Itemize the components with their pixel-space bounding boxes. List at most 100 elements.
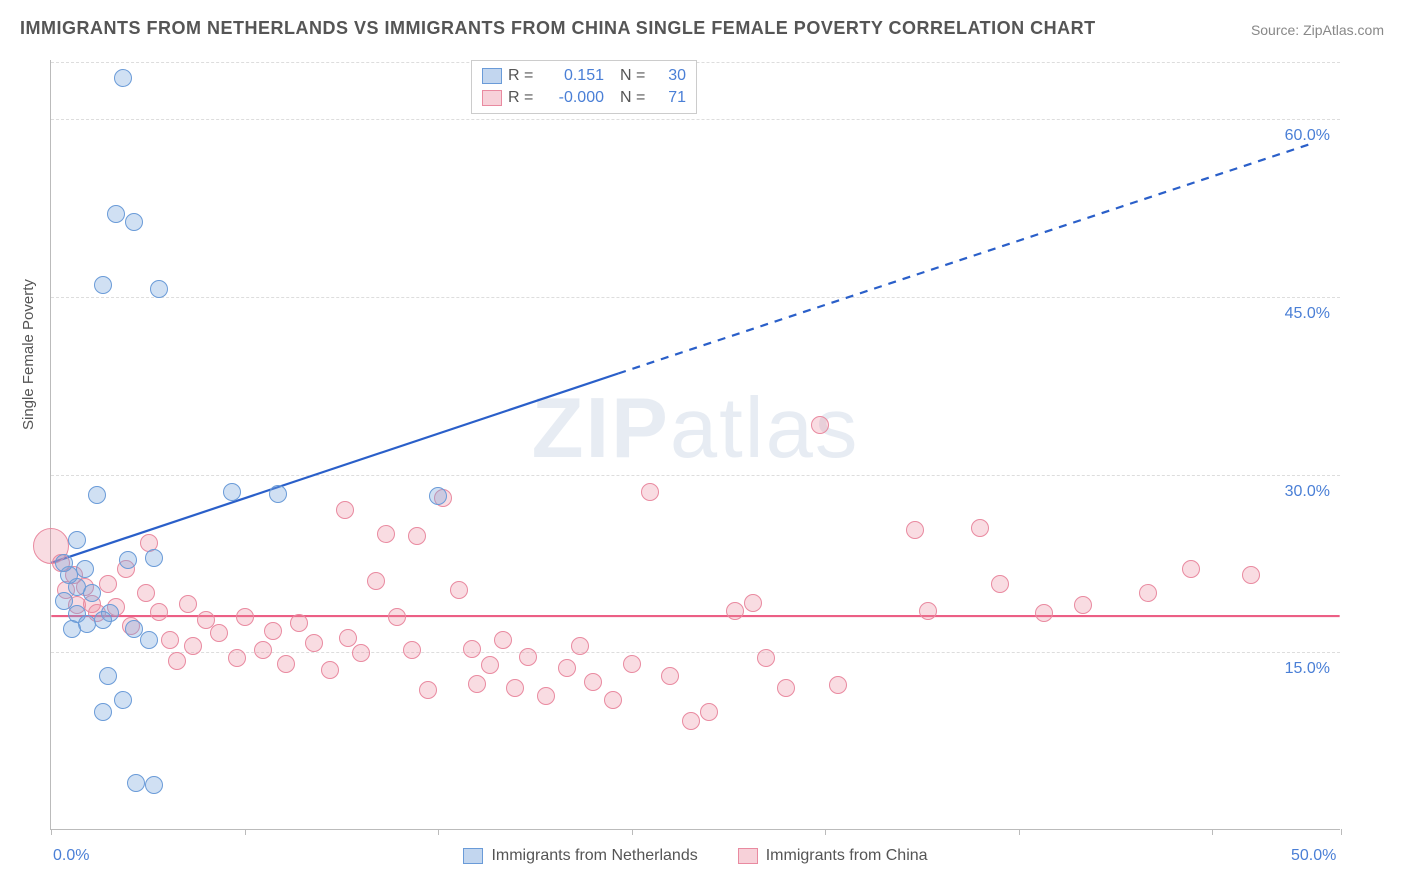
n-value: 30	[656, 67, 686, 85]
scatter-point	[1074, 596, 1092, 614]
scatter-point	[269, 485, 287, 503]
scatter-point	[429, 487, 447, 505]
scatter-point	[150, 280, 168, 298]
scatter-point	[99, 667, 117, 685]
scatter-point	[94, 703, 112, 721]
scatter-point	[264, 622, 282, 640]
swatch-china	[738, 848, 758, 864]
correlation-legend: R = 0.151 N = 30 R = -0.000 N = 71	[471, 60, 697, 114]
scatter-point	[228, 649, 246, 667]
scatter-point	[125, 213, 143, 231]
scatter-point	[811, 416, 829, 434]
scatter-point	[179, 595, 197, 613]
scatter-point	[127, 774, 145, 792]
scatter-point	[114, 69, 132, 87]
n-label: N =	[620, 67, 650, 85]
swatch-netherlands	[482, 68, 502, 84]
scatter-point	[1242, 566, 1260, 584]
scatter-point	[919, 602, 937, 620]
scatter-point	[1139, 584, 1157, 602]
scatter-point	[571, 637, 589, 655]
series-name: Immigrants from China	[766, 847, 928, 865]
scatter-point	[254, 641, 272, 659]
scatter-point	[114, 691, 132, 709]
scatter-point	[494, 631, 512, 649]
scatter-point	[88, 486, 106, 504]
scatter-point	[140, 631, 158, 649]
legend-row-netherlands: R = 0.151 N = 30	[482, 65, 686, 87]
scatter-point	[641, 483, 659, 501]
y-axis-label: Single Female Poverty	[20, 279, 37, 430]
scatter-point	[94, 611, 112, 629]
scatter-point	[519, 648, 537, 666]
scatter-point	[145, 549, 163, 567]
scatter-point	[223, 483, 241, 501]
scatter-point	[744, 594, 762, 612]
swatch-china	[482, 90, 502, 106]
plot-area: ZIPatlas R = 0.151 N = 30 R = -0.000 N =…	[50, 60, 1340, 830]
y-tick-label: 15.0%	[1285, 660, 1330, 678]
chart-title: IMMIGRANTS FROM NETHERLANDS VS IMMIGRANT…	[20, 18, 1096, 39]
scatter-point	[63, 620, 81, 638]
scatter-point	[777, 679, 795, 697]
scatter-point	[83, 584, 101, 602]
scatter-point	[403, 641, 421, 659]
scatter-point	[377, 525, 395, 543]
scatter-point	[352, 644, 370, 662]
scatter-point	[584, 673, 602, 691]
watermark-bold: ZIP	[532, 381, 670, 476]
scatter-point	[236, 608, 254, 626]
scatter-point	[168, 652, 186, 670]
r-label: R =	[508, 89, 538, 107]
scatter-point	[119, 551, 137, 569]
scatter-point	[537, 687, 555, 705]
source-label: Source: ZipAtlas.com	[1251, 22, 1384, 38]
scatter-point	[682, 712, 700, 730]
scatter-point	[367, 572, 385, 590]
scatter-point	[339, 629, 357, 647]
scatter-point	[506, 679, 524, 697]
swatch-netherlands	[463, 848, 483, 864]
scatter-point	[125, 620, 143, 638]
scatter-point	[388, 608, 406, 626]
n-value: 71	[656, 89, 686, 107]
scatter-point	[145, 776, 163, 794]
watermark-light: atlas	[670, 381, 860, 476]
scatter-point	[99, 575, 117, 593]
series-name: Immigrants from Netherlands	[491, 847, 697, 865]
watermark: ZIPatlas	[532, 380, 860, 478]
y-tick-label: 45.0%	[1285, 305, 1330, 323]
scatter-point	[107, 205, 125, 223]
scatter-point	[290, 614, 308, 632]
scatter-point	[150, 603, 168, 621]
r-label: R =	[508, 67, 538, 85]
scatter-point	[991, 575, 1009, 593]
scatter-point	[906, 521, 924, 539]
scatter-point	[161, 631, 179, 649]
scatter-point	[661, 667, 679, 685]
scatter-point	[184, 637, 202, 655]
legend-item-china: Immigrants from China	[738, 847, 928, 865]
scatter-point	[336, 501, 354, 519]
scatter-point	[726, 602, 744, 620]
scatter-point	[137, 584, 155, 602]
scatter-point	[68, 531, 86, 549]
scatter-point	[971, 519, 989, 537]
y-tick-label: 30.0%	[1285, 483, 1330, 501]
r-value: -0.000	[544, 89, 604, 107]
scatter-point	[419, 681, 437, 699]
y-tick-label: 60.0%	[1285, 127, 1330, 145]
series-legend: Immigrants from Netherlands Immigrants f…	[51, 847, 1340, 865]
scatter-point	[76, 560, 94, 578]
scatter-point	[1182, 560, 1200, 578]
legend-item-netherlands: Immigrants from Netherlands	[463, 847, 697, 865]
scatter-point	[94, 276, 112, 294]
scatter-point	[408, 527, 426, 545]
scatter-point	[604, 691, 622, 709]
scatter-point	[481, 656, 499, 674]
scatter-point	[829, 676, 847, 694]
scatter-point	[277, 655, 295, 673]
n-label: N =	[620, 89, 650, 107]
r-value: 0.151	[544, 67, 604, 85]
scatter-point	[210, 624, 228, 642]
